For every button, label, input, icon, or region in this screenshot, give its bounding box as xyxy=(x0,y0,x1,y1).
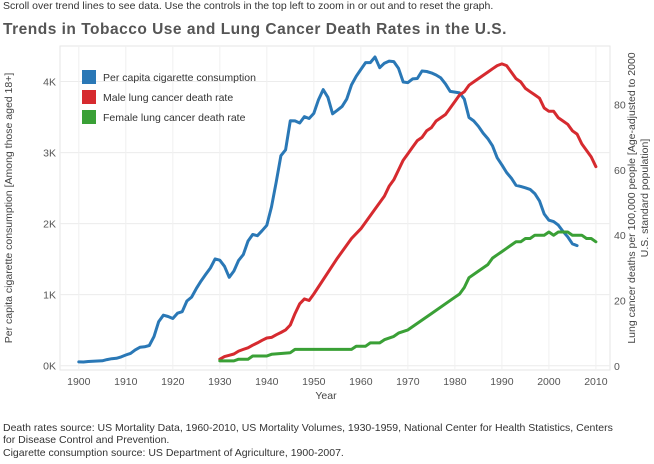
x-tick-label: 1990 xyxy=(490,376,514,388)
y-axis-right-title-line2: U.S. standard population] xyxy=(639,139,651,258)
chart-title: Trends in Tobacco Use and Lung Cancer De… xyxy=(3,21,507,38)
series-line-cigarette[interactable] xyxy=(77,55,579,364)
legend-swatch-female xyxy=(82,110,96,124)
x-tick-label: 1980 xyxy=(443,376,467,388)
instructions-text: Scroll over trend lines to see data. Use… xyxy=(3,0,494,12)
legend-label-male: Male lung cancer death rate xyxy=(103,92,233,104)
y-left-tick-label: 1K xyxy=(43,290,56,302)
legend-label-female: Female lung cancer death rate xyxy=(103,112,246,124)
x-axis-title: Year xyxy=(315,390,337,402)
series-lines[interactable] xyxy=(77,55,598,364)
y-axis-left-title: Per capita cigarette consumption [Among … xyxy=(3,73,15,344)
series-line-male[interactable] xyxy=(218,62,598,361)
y-right-tick-label: 20 xyxy=(614,296,626,308)
y-axis-right-title-line1: Lung cancer deaths per 100,000 people [A… xyxy=(626,52,638,343)
y-right-tick-label: 0 xyxy=(614,361,620,373)
x-tick-label: 2000 xyxy=(537,376,561,388)
plot-area xyxy=(59,45,611,371)
legend-label-cigarette: Per capita cigarette consumption xyxy=(103,72,256,84)
source-line-2: for Disease Control and Prevention. xyxy=(3,434,170,446)
x-tick-label: 1940 xyxy=(255,376,279,388)
y-right-tick-label: 40 xyxy=(614,230,626,242)
x-tick-label: 1970 xyxy=(396,376,420,388)
source-line-1: Death rates source: US Mortality Data, 1… xyxy=(3,422,613,434)
y-left-tick-label: 4K xyxy=(43,77,56,89)
x-tick-label: 1950 xyxy=(302,376,326,388)
y-left-tick-label: 2K xyxy=(43,219,56,231)
source-line-3: Cigarette consumption source: US Departm… xyxy=(3,447,344,459)
x-tick-label: 2010 xyxy=(584,376,608,388)
legend-swatch-male xyxy=(82,90,96,104)
chart[interactable]: 0K 1K 2K 3K 4K 0 20 40 60 80 1900 1910 1920 1930 1940 1… xyxy=(0,0,654,410)
axis-ticks: 0K 1K 2K 3K 4K 0 20 40 60 80 1900 1910 1920 1930 1940 1… xyxy=(43,77,626,388)
y-right-tick-label: 60 xyxy=(614,165,626,177)
series-line-female[interactable] xyxy=(218,230,598,363)
legend-swatch-cigarette xyxy=(82,70,96,84)
y-right-tick-label: 80 xyxy=(614,100,626,112)
x-tick-label: 1960 xyxy=(349,376,373,388)
x-tick-label: 1900 xyxy=(67,376,91,388)
y-left-tick-label: 0K xyxy=(43,361,56,373)
legend: Per capita cigarette consumption Male lun… xyxy=(82,70,256,124)
y-left-tick-label: 3K xyxy=(43,148,56,160)
x-tick-label: 1920 xyxy=(161,376,185,388)
x-tick-label: 1910 xyxy=(114,376,138,388)
x-tick-label: 1930 xyxy=(208,376,232,388)
